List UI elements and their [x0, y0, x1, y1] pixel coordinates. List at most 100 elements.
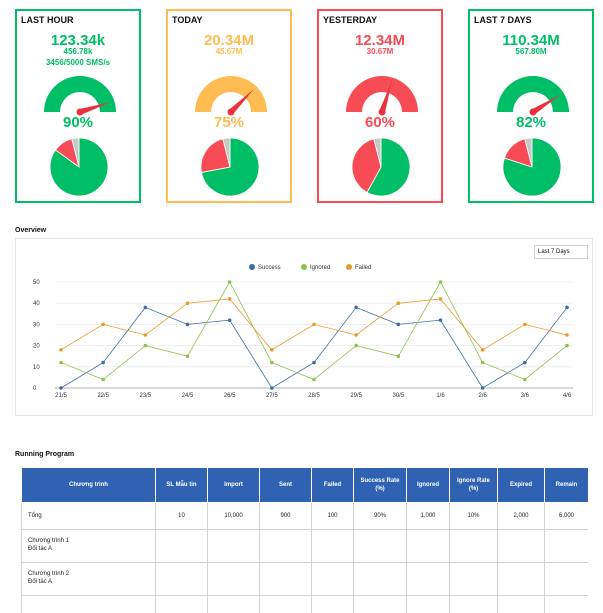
x-tick-label: 2/6 [478, 393, 487, 399]
legend-label: Ignored [310, 265, 331, 271]
data-point-success[interactable] [565, 305, 569, 310]
table-cell: 10,000 [207, 502, 260, 530]
card-title: YESTERDAY [323, 15, 378, 25]
column-header[interactable]: Chương trình [21, 467, 156, 503]
table-cell: 10 [155, 502, 208, 530]
data-point-failed[interactable] [143, 333, 148, 337]
x-tick-label: 28/5 [308, 393, 320, 399]
data-point-success[interactable] [438, 318, 443, 322]
column-header[interactable]: Ignore Rate (%) [449, 467, 498, 503]
data-point-failed[interactable] [565, 333, 569, 337]
data-point-failed[interactable] [185, 301, 190, 305]
series-line-success [60, 306, 568, 389]
x-tick-label: 23/5 [139, 393, 151, 399]
legend-label: Success [258, 265, 281, 271]
pie-chart [200, 137, 260, 197]
card-sub-value: 567.80M [515, 47, 547, 56]
data-point-success[interactable] [270, 386, 274, 390]
data-point-ignored[interactable] [565, 343, 569, 348]
table-header-row: Chương trình SL Mẫu tin Import Sent Fail… [21, 467, 588, 503]
card-percent: 90% [62, 114, 94, 131]
column-header[interactable]: Expired [497, 467, 545, 503]
pie-chart [351, 137, 411, 197]
data-point-failed[interactable] [270, 348, 274, 352]
gauge [497, 76, 569, 116]
data-point-failed[interactable] [523, 322, 527, 327]
x-tick-label: 24/5 [182, 393, 194, 399]
data-point-ignored[interactable] [354, 343, 358, 348]
data-point-ignored[interactable] [227, 280, 232, 284]
gauge-needle [79, 102, 111, 115]
x-tick-label: 26/5 [224, 393, 236, 399]
column-header[interactable]: Remain [544, 467, 588, 503]
partner-name: Đối tác A [28, 546, 53, 552]
data-point-failed[interactable] [396, 301, 401, 305]
table-cell: 2,000 [497, 502, 545, 530]
data-point-ignored[interactable] [312, 377, 316, 382]
legend-dot [249, 264, 255, 270]
data-point-success[interactable] [59, 386, 63, 390]
data-point-failed[interactable] [354, 333, 358, 337]
column-header[interactable]: SL Mẫu tin [155, 467, 208, 503]
table-cell: 900 [259, 502, 312, 530]
kpi-card-last-hour: LAST HOUR 123.34k 456.78k 3456/5000 SMS/… [15, 9, 141, 203]
data-point-success[interactable] [143, 305, 148, 310]
column-header[interactable]: Ignored [406, 467, 450, 503]
pie-slice-2 [373, 137, 382, 168]
y-tick-label: 40 [33, 301, 40, 307]
data-point-success[interactable] [101, 360, 105, 365]
gauge-hub [76, 108, 84, 116]
data-point-success[interactable] [354, 305, 358, 310]
table-cell [497, 562, 545, 596]
column-header[interactable]: Import [207, 467, 260, 503]
table-row[interactable] [21, 595, 588, 613]
data-point-ignored[interactable] [101, 377, 105, 382]
table-cell [497, 595, 545, 613]
table-cell [155, 595, 208, 613]
data-point-failed[interactable] [438, 297, 443, 301]
table-cell [544, 562, 588, 596]
data-point-success[interactable] [523, 360, 527, 365]
gauge [346, 76, 418, 116]
data-point-failed[interactable] [59, 348, 63, 352]
table-cell [207, 529, 260, 563]
table-row[interactable]: Chương trình 1 Đối tác A [21, 529, 588, 563]
card-percent: 60% [364, 114, 396, 131]
data-point-success[interactable] [185, 322, 190, 327]
card-sub-value: 456.78k [63, 47, 93, 56]
data-point-failed[interactable] [312, 322, 316, 327]
data-point-failed[interactable] [480, 348, 485, 352]
legend-item-ignored[interactable]: Ignored [301, 264, 330, 272]
table-row[interactable]: Chương trình 2 Đối tác A [21, 562, 588, 596]
data-point-failed[interactable] [227, 297, 232, 301]
x-tick-label: 4/6 [563, 393, 572, 399]
column-header[interactable]: Failed [311, 467, 354, 503]
card-sub-value: 30.67M [366, 47, 394, 56]
data-point-ignored[interactable] [523, 377, 527, 382]
data-point-ignored[interactable] [143, 343, 148, 348]
data-point-success[interactable] [227, 318, 232, 322]
data-point-ignored[interactable] [396, 354, 401, 358]
data-point-ignored[interactable] [270, 360, 274, 365]
gauge-hub [378, 108, 386, 116]
legend-dot [346, 264, 352, 270]
data-point-failed[interactable] [101, 322, 105, 327]
program-name: Chương trình 1 [28, 538, 69, 544]
pie-slice-2 [71, 137, 80, 168]
date-range-select[interactable]: Last 7 Days [534, 245, 588, 259]
legend-item-failed[interactable]: Failed [346, 264, 371, 272]
table-cell: Tổng [21, 502, 156, 530]
column-header[interactable]: Sent [259, 467, 312, 503]
data-point-success[interactable] [312, 360, 316, 365]
data-point-ignored[interactable] [480, 360, 485, 365]
data-point-ignored[interactable] [185, 354, 190, 358]
data-point-ignored[interactable] [438, 280, 443, 284]
column-header[interactable]: Success Rate (%) [353, 467, 407, 503]
gauge-band [44, 76, 116, 112]
card-title: LAST 7 DAYS [474, 15, 532, 25]
data-point-success[interactable] [480, 386, 485, 390]
data-point-success[interactable] [396, 322, 401, 327]
legend-item-success[interactable]: Success [249, 264, 281, 272]
table-cell [497, 529, 545, 563]
data-point-ignored[interactable] [59, 360, 63, 365]
